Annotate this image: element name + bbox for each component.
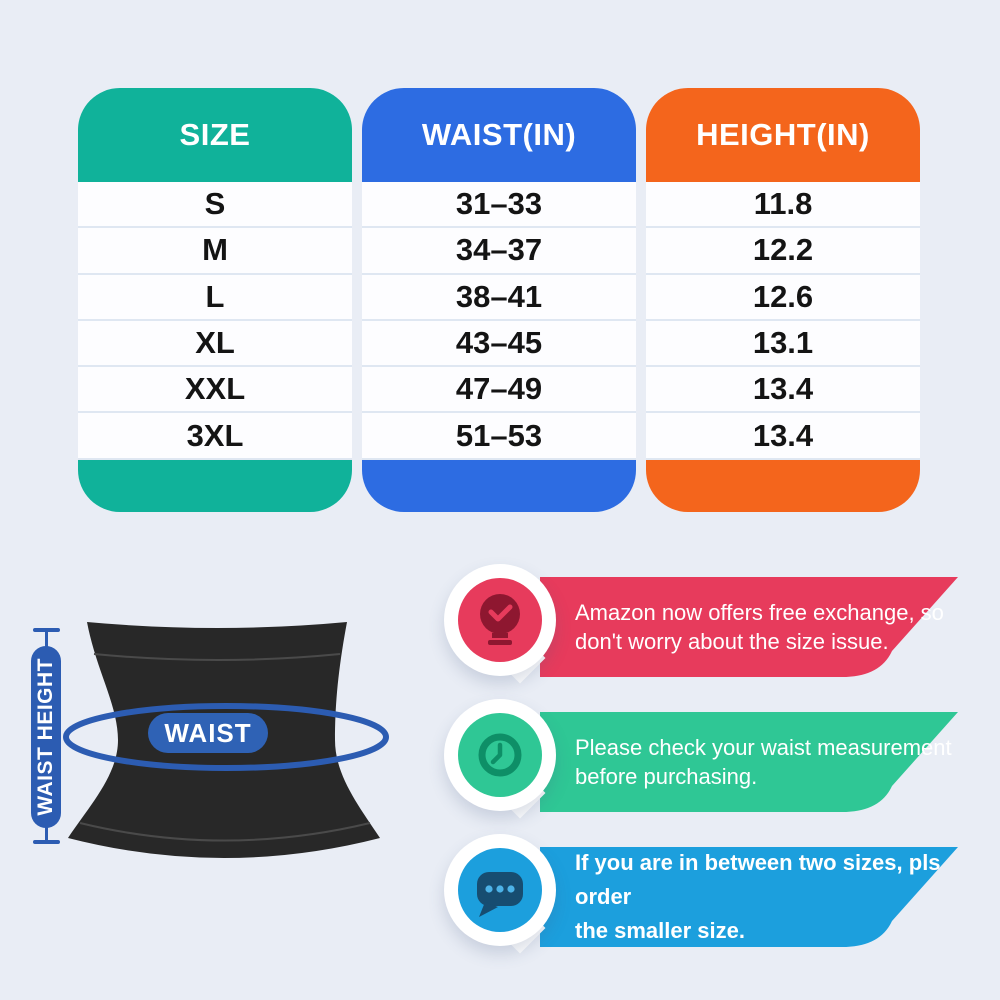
- callout-line: before purchasing.: [575, 764, 758, 789]
- callout-icon-badge: [444, 834, 556, 946]
- column-header-size: SIZE: [78, 88, 352, 182]
- callout-text-exchange: Amazon now offers free exchange, so don'…: [575, 577, 979, 677]
- table-cell: 13.4: [646, 367, 920, 414]
- waist-label: WAIST: [164, 718, 251, 748]
- clock-icon: [458, 713, 542, 797]
- table-cell: 12.6: [646, 274, 920, 321]
- waist-label-pill: [148, 713, 268, 753]
- callout-line: Please check your waist measurement: [575, 735, 952, 760]
- callout-text-between-sizes: If you are in between two sizes, pls ord…: [575, 847, 979, 947]
- table-cell: 51–53: [362, 413, 636, 460]
- waist-measure-ellipse: [63, 703, 389, 771]
- table-cell: M: [78, 228, 352, 275]
- table-cell: L: [78, 274, 352, 321]
- table-cell: 34–37: [362, 228, 636, 275]
- height-column: HEIGHT(IN) 11.8 12.2 12.6 13.1 13.4 13.4: [646, 88, 920, 512]
- callout-banner-exchange: [540, 577, 958, 677]
- callout-line: don't worry about the size issue.: [575, 629, 889, 654]
- callout-banner-between-sizes: [540, 847, 958, 947]
- column-footer-bar: [362, 459, 636, 512]
- callout-text-measure: Please check your waist measurement befo…: [575, 712, 979, 812]
- table-cell: 47–49: [362, 367, 636, 414]
- table-cell: XL: [78, 320, 352, 368]
- waist-trainer-illustration: WAIST: [63, 622, 389, 858]
- table-cell: 13.1: [646, 320, 920, 368]
- chat-dots-icon: [458, 848, 542, 932]
- size-table: SIZE S M L XL XXL 3XL WAIST(IN) 31–33 34…: [78, 88, 920, 512]
- callout-icon-badge: [444, 699, 556, 811]
- measure-bottom-cap: [33, 840, 60, 844]
- belt-top-seam: [93, 653, 341, 661]
- waist-column: WAIST(IN) 31–33 34–37 38–41 43–45 47–49 …: [362, 88, 636, 512]
- callout-icon-badge: [444, 564, 556, 676]
- lightbulb-check-icon: [458, 578, 542, 662]
- table-cell: 3XL: [78, 413, 352, 460]
- column-header-height: HEIGHT(IN): [646, 88, 920, 182]
- table-cell: 38–41: [362, 274, 636, 321]
- table-cell: 43–45: [362, 320, 636, 368]
- column-footer-bar: [646, 459, 920, 512]
- table-cell: XXL: [78, 367, 352, 414]
- table-cell: 11.8: [646, 182, 920, 229]
- column-footer-bar: [78, 459, 352, 512]
- callout-line: the smaller size.: [575, 918, 745, 943]
- waist-height-pill: WAIST HEIGHT: [31, 646, 61, 828]
- callout-banner-measure: [540, 712, 958, 812]
- waist-height-label: WAIST HEIGHT: [34, 658, 57, 816]
- size-column: SIZE S M L XL XXL 3XL: [78, 88, 352, 512]
- table-cell: S: [78, 182, 352, 229]
- callout-line: If you are in between two sizes, pls ord…: [575, 850, 941, 909]
- table-cell: 31–33: [362, 182, 636, 229]
- belt-bottom-seam: [79, 822, 371, 842]
- table-cell: 13.4: [646, 413, 920, 460]
- callout-line: Amazon now offers free exchange, so: [575, 600, 944, 625]
- table-cell: 12.2: [646, 228, 920, 275]
- column-header-waist: WAIST(IN): [362, 88, 636, 182]
